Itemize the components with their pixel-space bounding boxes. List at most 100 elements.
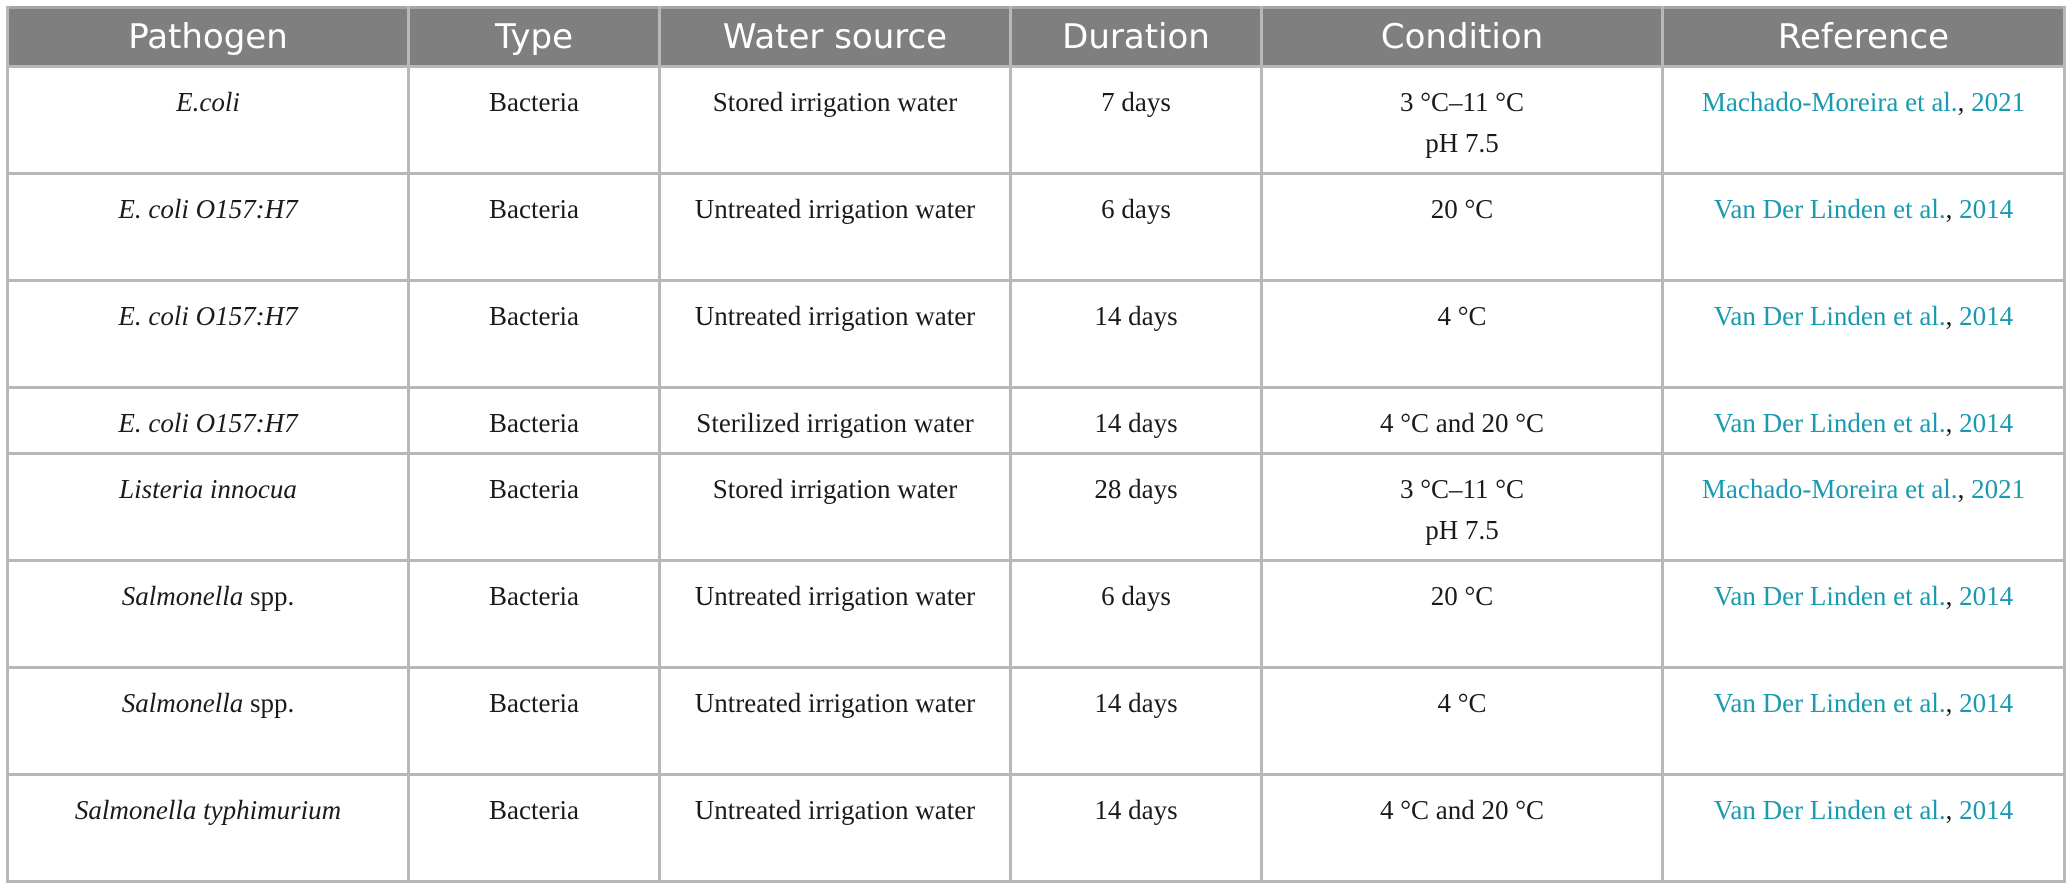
table-row: E. coli O157:H7 Bacteria Sterilized irri…: [6, 386, 2066, 455]
cell-reference: Van Der Linden et al., 2014: [1661, 773, 2066, 883]
water-source-text: Untreated irrigation water: [694, 688, 976, 718]
cell-condition: 4 °C: [1260, 279, 1664, 389]
cell-type: Bacteria: [407, 172, 661, 282]
pathogen-name: E. coli O157:H7: [118, 301, 298, 331]
cell-pathogen: E.coli: [6, 65, 410, 175]
header-row: Pathogen Type Water source Duration Cond…: [6, 7, 2066, 67]
condition-line-1: 4 °C and 20 °C: [1379, 408, 1545, 438]
cell-type: Bacteria: [407, 65, 661, 175]
condition-line-2: pH 7.5: [1425, 515, 1499, 545]
pathogen-name: E. coli O157:H7: [118, 194, 298, 224]
pathogen-suffix: spp.: [243, 581, 295, 611]
header-type: Type: [407, 7, 661, 67]
cell-duration: 6 days: [1009, 172, 1263, 282]
header-condition: Condition: [1260, 7, 1664, 67]
condition-line-1: 4 °C and 20 °C: [1379, 795, 1545, 825]
pathogen-survival-table: Pathogen Type Water source Duration Cond…: [6, 6, 2066, 883]
reference-year-link[interactable]: 2014: [1959, 688, 2014, 718]
cell-duration: 14 days: [1009, 773, 1263, 883]
cell-type: Bacteria: [407, 279, 661, 389]
cell-water-source: Untreated irrigation water: [658, 172, 1012, 282]
table-container: Pathogen Type Water source Duration Cond…: [6, 6, 2066, 883]
pathogen-name: Listeria innocua: [119, 474, 297, 504]
cell-condition: 4 °C: [1260, 666, 1664, 776]
reference-authors-link[interactable]: Van Der Linden et al.: [1713, 688, 1946, 718]
cell-type: Bacteria: [407, 452, 661, 562]
cell-duration: 14 days: [1009, 386, 1263, 455]
cell-water-source: Stored irrigation water: [658, 65, 1012, 175]
table-row: Salmonella spp. Bacteria Untreated irrig…: [6, 559, 2066, 669]
water-source-text: Untreated irrigation water: [694, 581, 976, 611]
cell-pathogen: Salmonella spp.: [6, 559, 410, 669]
cell-pathogen: Salmonella typhimurium: [6, 773, 410, 883]
cell-condition: 3 °C–11 °C pH 7.5: [1260, 452, 1664, 562]
pathogen-name: Salmonella typhimurium: [74, 795, 342, 825]
pathogen-name: Salmonella: [121, 581, 244, 611]
reference-authors-link[interactable]: Van Der Linden et al.: [1713, 408, 1946, 438]
cell-type: Bacteria: [407, 773, 661, 883]
cell-reference: Van Der Linden et al., 2014: [1661, 279, 2066, 389]
reference-year-link[interactable]: 2014: [1959, 408, 2014, 438]
water-source-text: Untreated irrigation water: [694, 795, 976, 825]
condition-line-1: 20 °C: [1430, 194, 1494, 224]
cell-condition: 4 °C and 20 °C: [1260, 386, 1664, 455]
pathogen-name: E. coli O157:H7: [118, 408, 298, 438]
condition-line-1: 3 °C–11 °C: [1399, 87, 1525, 117]
cell-duration: 28 days: [1009, 452, 1263, 562]
cell-condition: 20 °C: [1260, 172, 1664, 282]
condition-line-1: 3 °C–11 °C: [1399, 474, 1525, 504]
table-row: E. coli O157:H7 Bacteria Untreated irrig…: [6, 172, 2066, 282]
cell-reference: Van Der Linden et al., 2014: [1661, 559, 2066, 669]
reference-authors-link[interactable]: Machado-Moreira et al.: [1701, 87, 1958, 117]
table-row: Salmonella typhimurium Bacteria Untreate…: [6, 773, 2066, 883]
reference-authors-link[interactable]: Van Der Linden et al.: [1713, 301, 1946, 331]
reference-year-link[interactable]: 2014: [1959, 301, 2014, 331]
pathogen-name: E.coli: [176, 87, 240, 117]
reference-year-link[interactable]: 2021: [1971, 87, 2026, 117]
table-row: Listeria innocua Bacteria Stored irrigat…: [6, 452, 2066, 562]
cell-condition: 20 °C: [1260, 559, 1664, 669]
cell-reference: Machado-Moreira et al., 2021: [1661, 452, 2066, 562]
reference-authors-link[interactable]: Machado-Moreira et al.: [1701, 474, 1958, 504]
cell-water-source: Untreated irrigation water: [658, 666, 1012, 776]
cell-water-source: Stored irrigation water: [658, 452, 1012, 562]
reference-authors-link[interactable]: Van Der Linden et al.: [1713, 795, 1946, 825]
reference-authors-link[interactable]: Van Der Linden et al.: [1713, 581, 1946, 611]
cell-reference: Machado-Moreira et al., 2021: [1661, 65, 2066, 175]
cell-pathogen: Listeria innocua: [6, 452, 410, 562]
cell-type: Bacteria: [407, 386, 661, 455]
cell-type: Bacteria: [407, 666, 661, 776]
reference-year-link[interactable]: 2014: [1959, 795, 2014, 825]
cell-duration: 14 days: [1009, 666, 1263, 776]
table-row: E.coli Bacteria Stored irrigation water …: [6, 65, 2066, 175]
cell-reference: Van Der Linden et al., 2014: [1661, 386, 2066, 455]
reference-year-link[interactable]: 2014: [1959, 194, 2014, 224]
condition-line-1: 4 °C: [1437, 688, 1487, 718]
table-row: Salmonella spp. Bacteria Untreated irrig…: [6, 666, 2066, 776]
cell-reference: Van Der Linden et al., 2014: [1661, 172, 2066, 282]
cell-pathogen: E. coli O157:H7: [6, 172, 410, 282]
cell-type: Bacteria: [407, 559, 661, 669]
cell-water-source: Untreated irrigation water: [658, 559, 1012, 669]
water-source-text: Untreated irrigation water: [694, 301, 976, 331]
cell-duration: 14 days: [1009, 279, 1263, 389]
condition-line-1: 20 °C: [1430, 581, 1494, 611]
cell-water-source: Untreated irrigation water: [658, 279, 1012, 389]
condition-line-1: 4 °C: [1437, 301, 1487, 331]
water-source-text: Untreated irrigation water: [694, 194, 976, 224]
header-reference: Reference: [1661, 7, 2066, 67]
cell-reference: Van Der Linden et al., 2014: [1661, 666, 2066, 776]
cell-water-source: Sterilized irrigation water: [658, 386, 1012, 455]
header-duration: Duration: [1009, 7, 1263, 67]
cell-water-source: Untreated irrigation water: [658, 773, 1012, 883]
reference-authors-link[interactable]: Van Der Linden et al.: [1713, 194, 1946, 224]
table-row: E. coli O157:H7 Bacteria Untreated irrig…: [6, 279, 2066, 389]
cell-duration: 6 days: [1009, 559, 1263, 669]
pathogen-name: Salmonella: [121, 688, 244, 718]
cell-pathogen: E. coli O157:H7: [6, 279, 410, 389]
reference-year-link[interactable]: 2021: [1971, 474, 2026, 504]
reference-year-link[interactable]: 2014: [1959, 581, 2014, 611]
cell-pathogen: E. coli O157:H7: [6, 386, 410, 455]
cell-condition: 4 °C and 20 °C: [1260, 773, 1664, 883]
header-pathogen: Pathogen: [6, 7, 410, 67]
